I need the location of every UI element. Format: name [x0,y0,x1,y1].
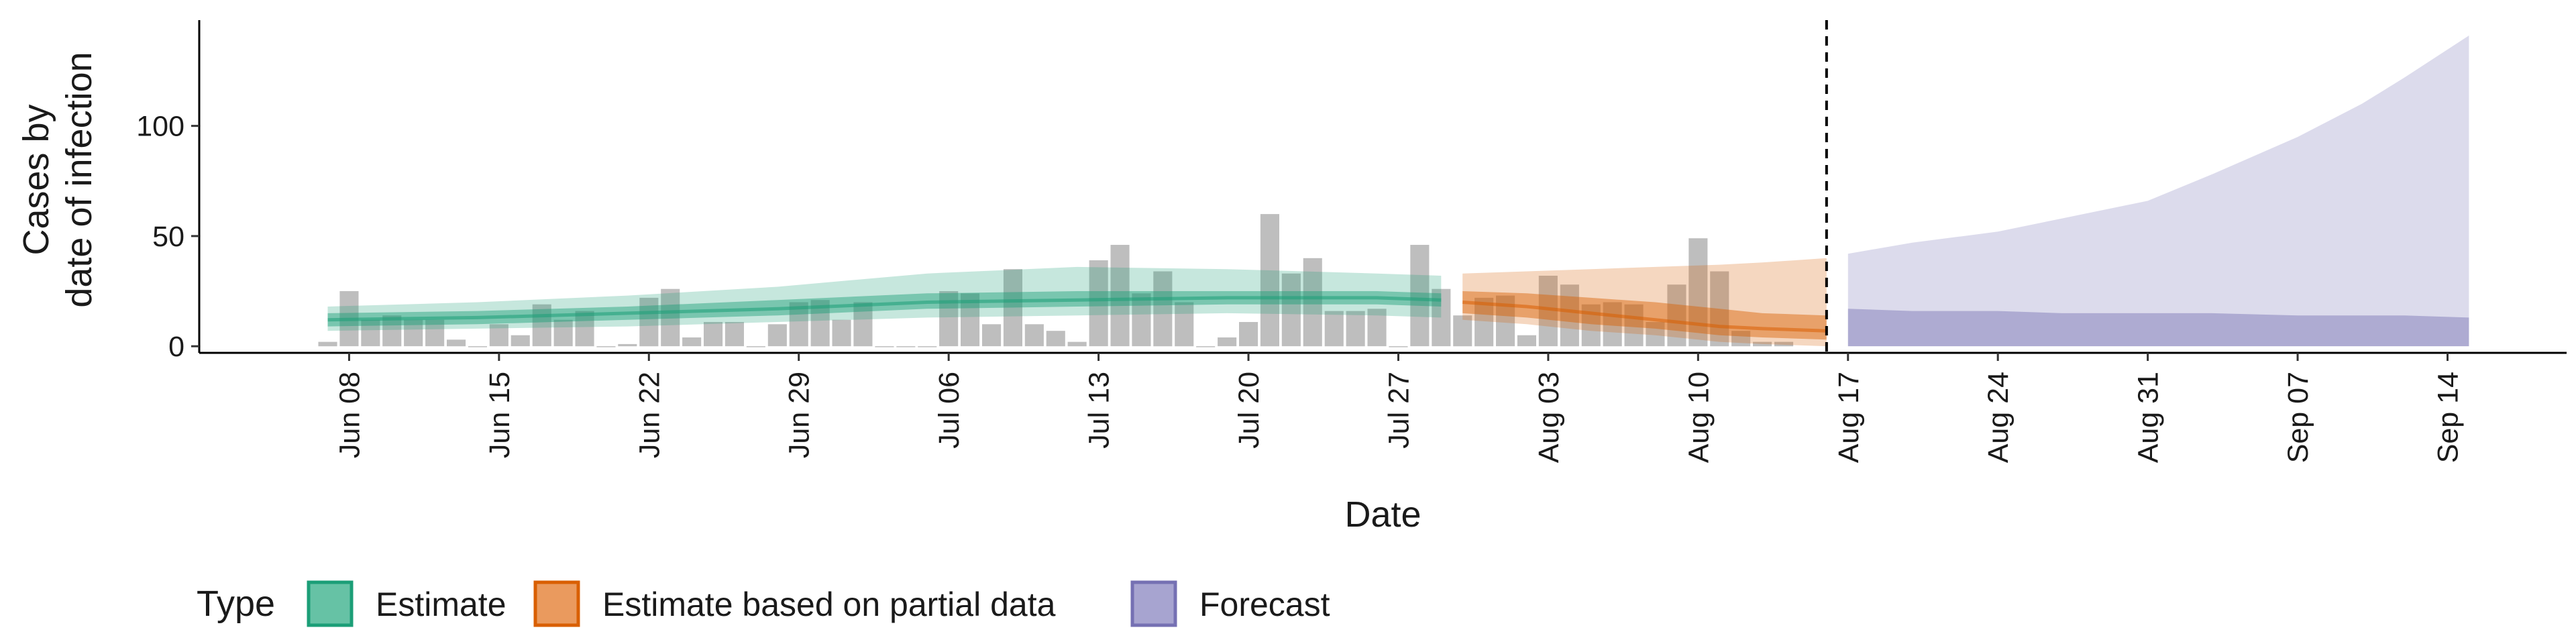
case-bar [1324,311,1344,347]
case-bar [1603,302,1622,347]
outer-credible-band [1462,258,1827,347]
x-tick-label: Jul 06 [933,372,965,449]
case-bar [1218,337,1237,347]
legend-key [533,580,580,627]
case-bar [896,346,916,347]
case-bar [1389,346,1408,347]
case-bar [1624,304,1644,347]
case-bar [1453,315,1472,347]
case-bar [918,346,937,347]
case-bar [767,324,787,347]
y-axis-title: Cases bydate of infection [16,52,99,307]
case-bar [1774,341,1794,347]
case-bar [1067,341,1087,347]
y-axis-title-line: Cases by [16,104,56,255]
case-bar [1196,346,1216,347]
case-bar [1003,269,1022,347]
case-bar [1303,258,1322,347]
case-bar [1646,322,1665,347]
case-bar [1474,297,1494,347]
median-line [327,296,1442,322]
case-bar [1132,293,1151,347]
legend-label: Estimate based on partial data [602,586,1056,623]
case-bar [875,346,894,347]
case-bar [682,337,702,347]
legend-key [307,580,354,627]
case-bar [618,343,637,347]
x-tick-label: Aug 03 [1533,372,1565,463]
legend-label: Forecast [1199,586,1330,623]
x-tick-label: Sep 07 [2282,372,2314,463]
x-tick-label: Sep 14 [2432,372,2465,463]
case-bar [1046,331,1065,347]
case-bar [853,302,873,347]
case-bar [724,322,744,347]
legend-key [1130,580,1177,627]
case-bar [1175,302,1194,347]
inner-credible-band [1847,309,2469,347]
case-bar [575,311,594,347]
case-bar [1260,214,1279,347]
case-bar [1753,341,1772,347]
axes: 0 50 100 Jun 08 Jun 15 Jun 22 Jun 29 Jul 06 Jul … [16,20,2567,535]
case-bar [1410,245,1430,347]
case-bar [1281,273,1301,347]
case-bar [1089,260,1108,347]
x-tick-label: Aug 24 [1982,372,2015,463]
case-bar [532,304,551,347]
legend-title: Type [197,584,275,624]
x-axis-title: Date [1344,494,1421,535]
case-bar [1710,271,1729,347]
outer-credible-band [1847,36,2469,347]
x-tick-label: Jun 08 [333,372,366,458]
y-tick-label: 0 [168,331,184,363]
case-bar [661,288,680,347]
case-bar [639,297,659,347]
x-tick-label: Aug 31 [2133,372,2165,463]
case-bar [1346,311,1365,347]
case-bar [1731,331,1751,347]
case-bar [1153,271,1173,347]
legend-label: Estimate [376,586,506,623]
x-tick-label: Aug 17 [1833,372,1865,463]
case-bar [1688,238,1708,347]
case-bar [1239,322,1258,347]
case-bar [425,319,445,347]
plot-area [318,20,2469,353]
y-tick-label: 50 [152,221,184,253]
x-tick-label: Aug 10 [1682,372,1715,463]
case-bar [1367,309,1387,347]
case-bar [704,322,723,347]
case-bar [1024,324,1044,347]
x-tick-label: Jul 13 [1083,372,1116,449]
case-bar [404,319,423,347]
case-bar [596,346,616,347]
case-bar [318,341,337,347]
legend: Type Estimate Estimate based on partial da… [197,580,1330,627]
case-bar [1667,284,1686,347]
x-tick-label: Jun 15 [484,372,516,458]
case-bar [982,324,1002,347]
x-tick-label: Jun 22 [633,372,665,458]
case-bar [489,324,508,347]
case-bar [832,319,851,347]
x-tick-label: Jul 27 [1383,372,1415,449]
y-axis-title-line: date of infection [59,52,99,307]
case-bar [1110,245,1130,347]
y-tick-label: 100 [136,111,184,143]
case-bar [447,339,466,347]
x-tick-label: Jun 29 [784,372,816,458]
case-bar [1517,335,1536,347]
x-tick-label: Jul 20 [1233,372,1265,449]
case-bar [468,346,487,347]
case-bar [553,319,573,347]
case-bar [361,319,380,347]
case-bar [1560,284,1579,347]
case-bar [746,346,765,347]
median-line [1462,301,1827,333]
case-bar [511,335,530,347]
